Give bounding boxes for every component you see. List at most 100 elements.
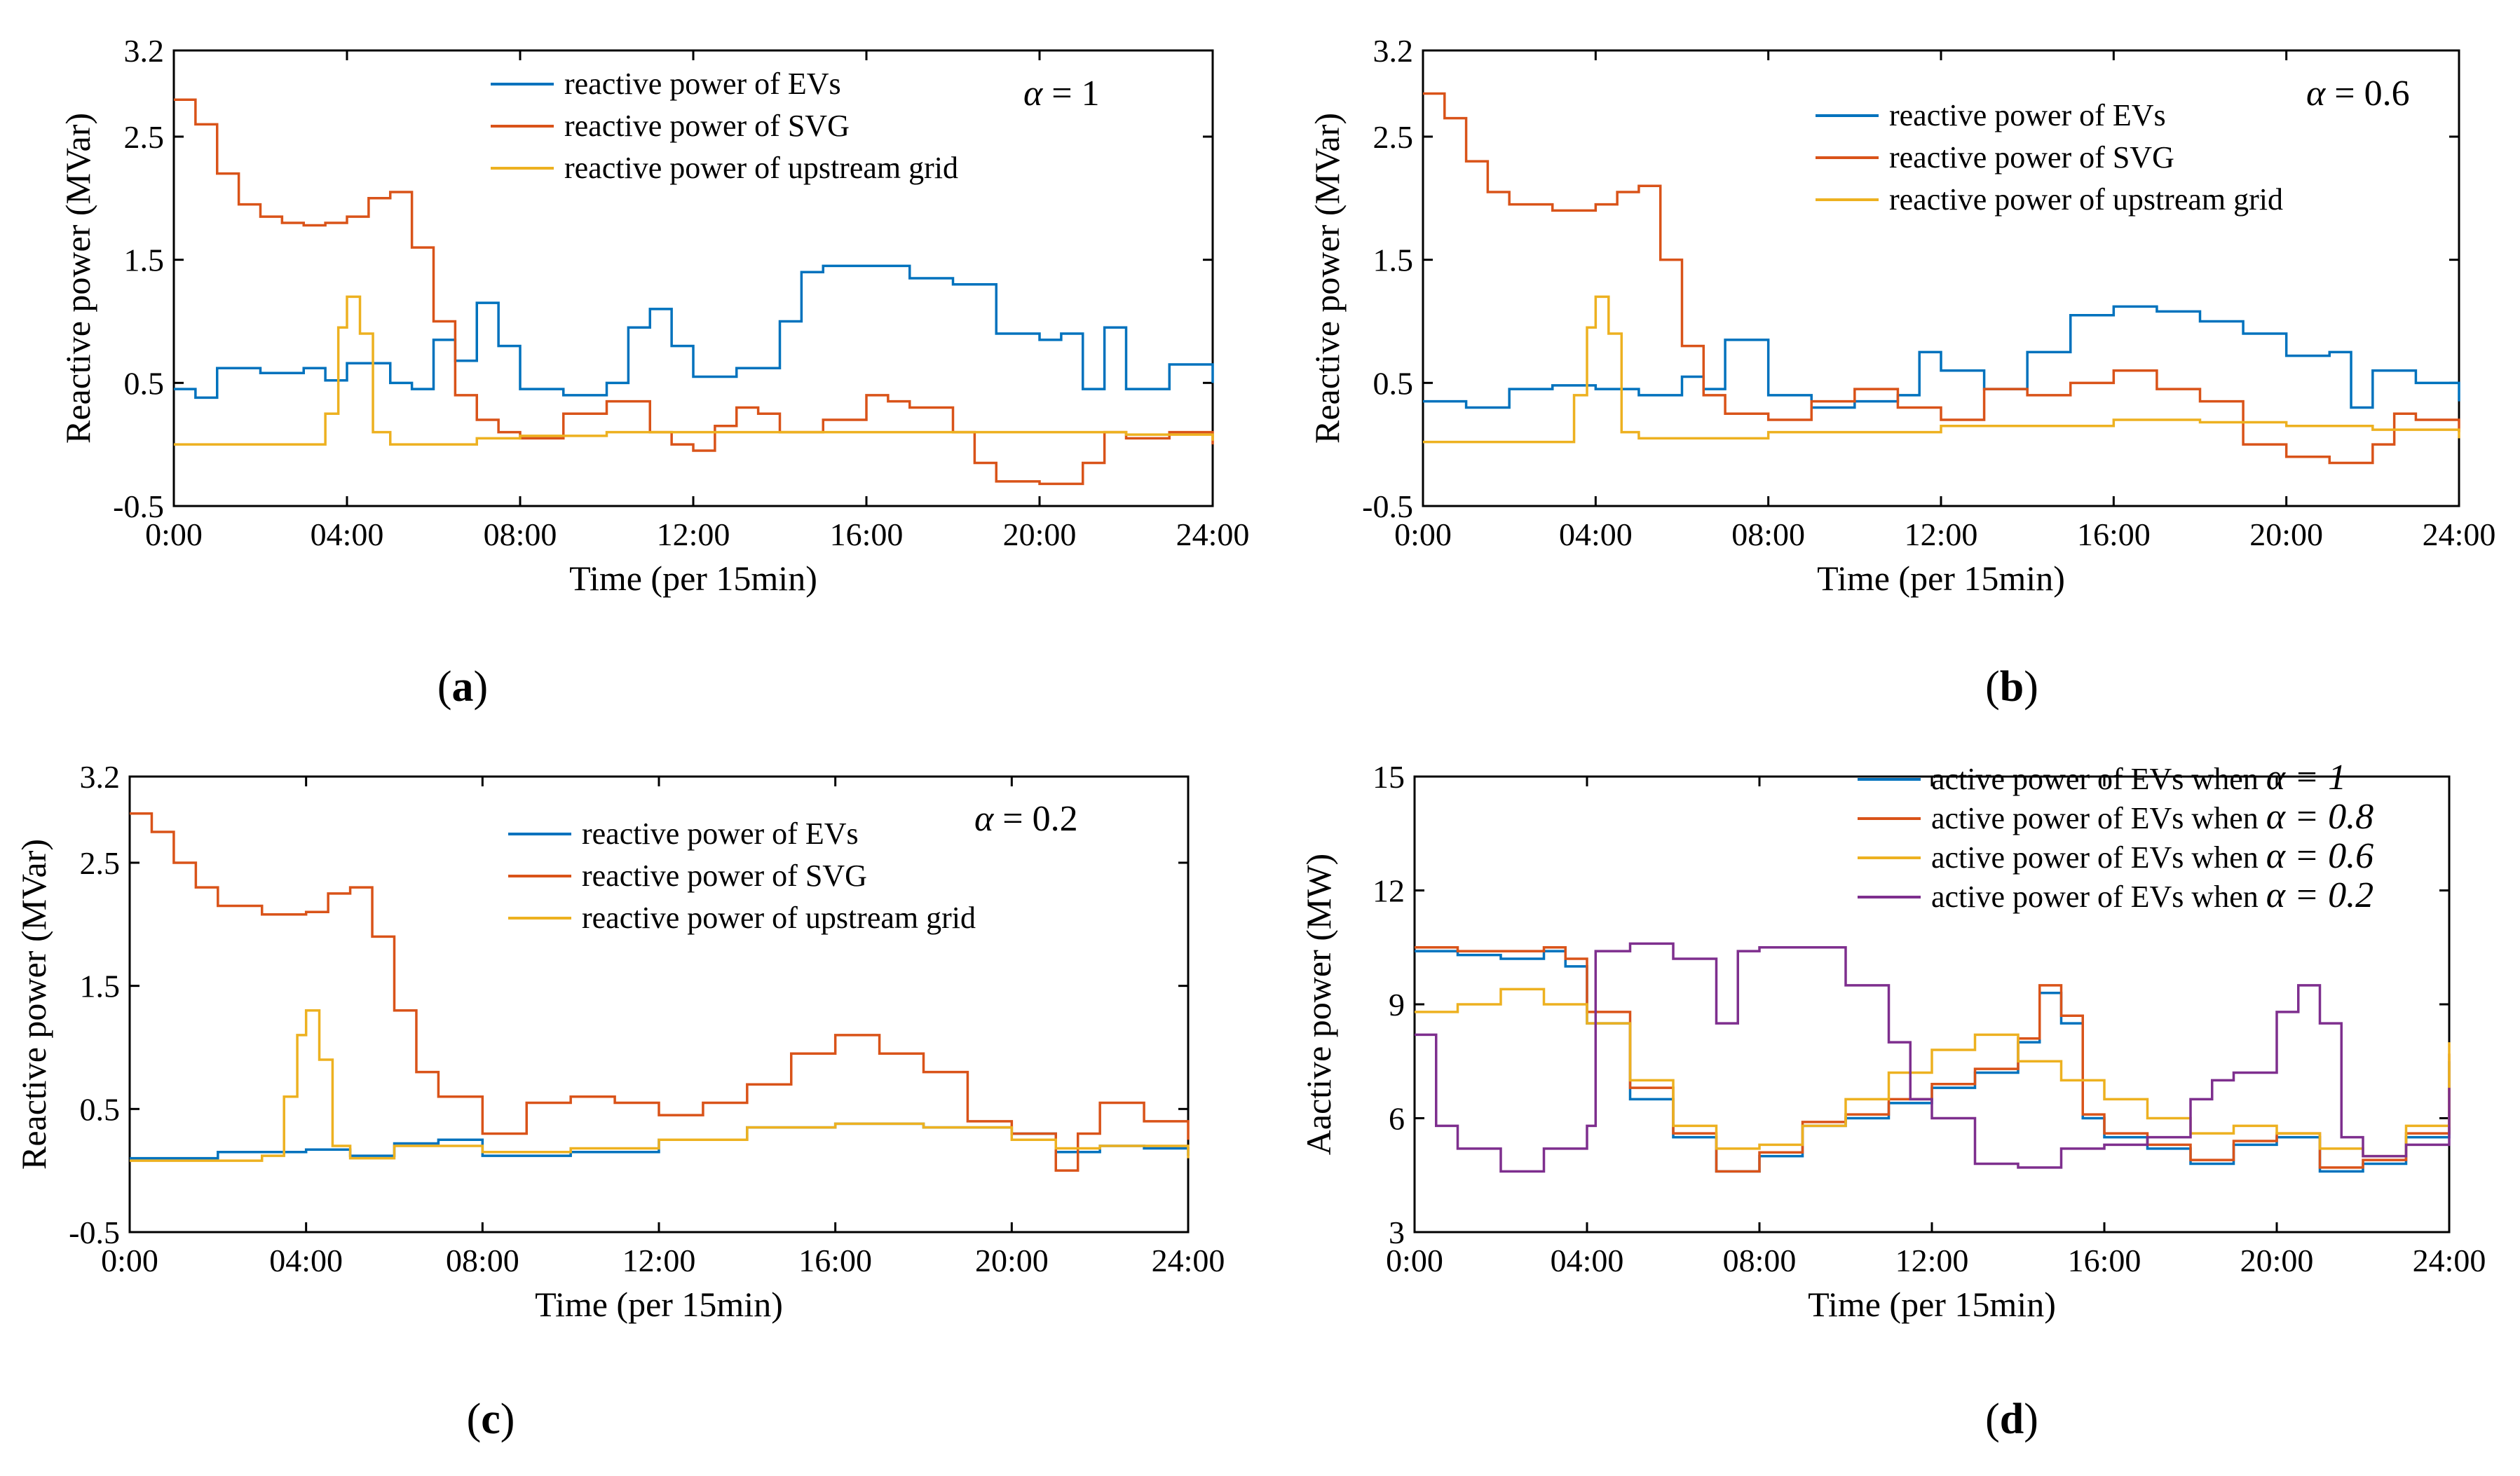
y-tick-label: 15 (1373, 759, 1405, 795)
panel-letter: a (452, 663, 474, 711)
y-axis-label: Aactive power (MW) (1299, 854, 1338, 1155)
panel-letter: b (2000, 663, 2024, 711)
x-tick-label: 12:00 (622, 1243, 696, 1278)
series-line-yellow (130, 1009, 1190, 1162)
y-tick-label: -0.5 (69, 1215, 120, 1250)
y-axis-label: Reactive power (MVar) (14, 839, 53, 1170)
x-tick-label: 0:00 (145, 517, 203, 552)
x-tick-label: 24:00 (2413, 1243, 2486, 1278)
legend-entry: reactive power of SVG (582, 859, 867, 893)
alpha-symbol: α (1023, 74, 1044, 114)
x-axis-label: Time (per 15min) (1817, 559, 2065, 598)
x-tick-label: 16:00 (830, 517, 904, 552)
alpha-symbol: α (974, 799, 995, 839)
series-line-yellow (1415, 988, 2451, 1158)
legend-entry-label: reactive power of SVG (564, 109, 850, 143)
y-tick-label: 0.5 (80, 1091, 121, 1127)
chart-panel-b: 0:00 04:00 08:00 12:00 16:00 20:00 24:00 -0.5 0.… (1307, 33, 2495, 711)
y-tick-label: 3.2 (80, 759, 121, 795)
series-line-red (1423, 92, 2460, 465)
legend-entry: reactive power of SVG (1889, 140, 2174, 175)
x-tick-label: 24:00 (1176, 517, 1250, 552)
x-tick-label: 16:00 (798, 1243, 872, 1278)
panel-paren-close: ) (2024, 663, 2038, 711)
x-tick-label: 16:00 (2068, 1243, 2141, 1278)
x-tick-label: 0:00 (1394, 517, 1452, 552)
y-tick-label: 9 (1389, 987, 1405, 1023)
x-tick-label: 24:00 (2423, 517, 2496, 552)
y-tick-label: -0.5 (113, 488, 164, 524)
series-line-yellow (1423, 295, 2460, 444)
legend-entry-label: active power of EVs when (1931, 840, 2266, 875)
legend-entry-label: reactive power of SVG (582, 859, 867, 893)
legend-entry: reactive power of EVs (582, 816, 859, 851)
legend-entry-label: active power of EVs when (1931, 762, 2266, 796)
legend-entry: reactive power of EVs (564, 67, 841, 101)
x-tick-label: 04:00 (1551, 1243, 1624, 1278)
series-line-purple (1415, 942, 2451, 1173)
y-tick-label: 2.5 (80, 845, 121, 881)
legend-entry: reactive power of SVG (564, 109, 850, 143)
chart-panel-d: 0:00 04:00 08:00 12:00 16:00 20:00 24:00 3 6 9 12 1… (1299, 758, 2486, 1443)
x-tick-label: 08:00 (1723, 1243, 1797, 1278)
y-tick-label: 3.2 (124, 33, 165, 69)
alpha-annotation: α = 0.6 (2306, 74, 2410, 114)
alpha-symbol: α (2306, 74, 2327, 114)
x-axis-label: Time (per 15min) (1808, 1285, 2056, 1324)
x-tick-label: 08:00 (446, 1243, 519, 1278)
legend-entry-label: reactive power of EVs (582, 816, 859, 851)
y-axis-label: Reactive power (MVar) (58, 113, 97, 444)
x-tick-label: 12:00 (657, 517, 730, 552)
x-tick-label: 20:00 (2240, 1243, 2314, 1278)
series-line-yellow (174, 295, 1214, 446)
x-tick-label: 0:00 (1386, 1243, 1443, 1278)
alpha-value: = 0.6 (2325, 74, 2409, 114)
legend-entry: active power of EVs when α = 1 (1931, 758, 2346, 798)
y-tick-label: 0.5 (124, 365, 165, 401)
series-line-blue (174, 264, 1214, 399)
x-tick-label: 12:00 (1895, 1243, 1969, 1278)
legend-entry: active power of EVs when α = 0.6 (1931, 836, 2373, 876)
legend-entry-label: reactive power of upstream grid (1889, 182, 2283, 217)
y-tick-label: 12 (1373, 873, 1405, 909)
alpha-annotation: α = 1 (1023, 74, 1100, 114)
y-tick-label: 3 (1389, 1215, 1405, 1250)
x-axis-label: Time (per 15min) (569, 559, 817, 598)
legend-entry: reactive power of upstream grid (564, 151, 958, 185)
panel-label: (d) (1985, 1395, 2038, 1443)
panel-paren-open: ( (437, 663, 452, 711)
y-tick-label: 3.2 (1373, 33, 1414, 69)
panel-paren-close: ) (2024, 1395, 2038, 1443)
x-tick-label: 04:00 (1559, 517, 1633, 552)
legend-entry-label: reactive power of SVG (1889, 140, 2174, 175)
y-tick-label: -0.5 (1362, 488, 1413, 524)
legend-entry-label: active power of EVs when (1931, 880, 2266, 914)
legend-entry-label: reactive power of upstream grid (564, 151, 958, 185)
alpha-annotation: α = 0.2 (974, 799, 1078, 839)
y-tick-label: 6 (1389, 1101, 1405, 1137)
panel-label: (c) (467, 1395, 515, 1443)
x-tick-label: 12:00 (1905, 517, 1978, 552)
legend-entry-label: reactive power of EVs (564, 67, 841, 101)
legend-entry: reactive power of upstream grid (1889, 182, 2283, 217)
x-tick-label: 08:00 (1731, 517, 1805, 552)
legend-entry-alpha: α = 1 (2266, 758, 2346, 798)
x-tick-label: 20:00 (975, 1243, 1049, 1278)
chart-panel-a: 0:00 04:00 08:00 12:00 16:00 20:00 24:00 -0.5 0.… (58, 33, 1249, 711)
legend-entry-label: reactive power of EVs (1889, 98, 2166, 132)
y-axis-label: Reactive power (MVar) (1307, 113, 1347, 444)
x-tick-label: 16:00 (2077, 517, 2151, 552)
legend-entry: active power of EVs when α = 0.8 (1931, 797, 2373, 837)
x-tick-label: 04:00 (269, 1243, 343, 1278)
panel-label: (b) (1985, 663, 2038, 711)
legend-entry: reactive power of upstream grid (582, 901, 976, 935)
x-axis-label: Time (per 15min) (535, 1285, 783, 1324)
panel-letter: c (481, 1395, 500, 1443)
legend-entry-label: active power of EVs when (1931, 801, 2266, 835)
alpha-value: = 1 (1042, 74, 1099, 114)
series-line-red (1415, 946, 2451, 1173)
panel-paren-open: ( (1985, 1395, 2000, 1443)
panel-letter: d (2000, 1395, 2024, 1443)
legend-entry: reactive power of EVs (1889, 98, 2166, 132)
